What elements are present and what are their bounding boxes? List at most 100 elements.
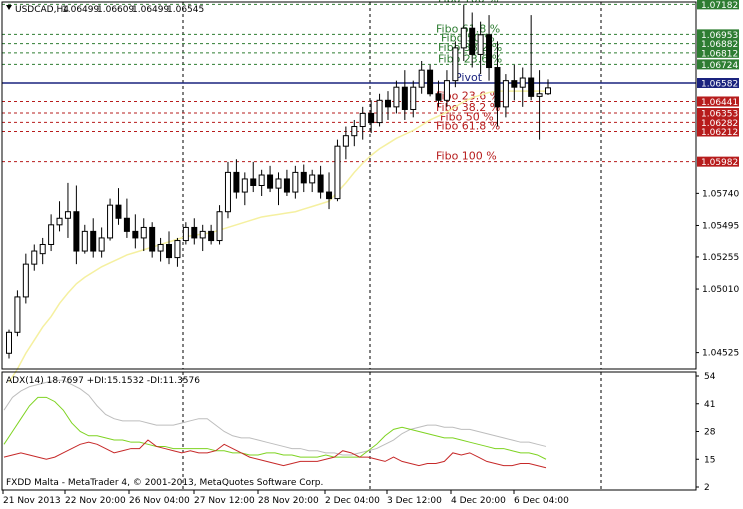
candle-body-15 (132, 230, 139, 239)
adx-axis-label-4: 2 (704, 483, 710, 493)
candle-body-11 (98, 237, 105, 252)
adx-panel-frame (1, 371, 697, 491)
price-tag-1: 1.06953 (701, 31, 738, 41)
candle-body-31 (267, 174, 274, 189)
price-tag-bg-10 (697, 156, 739, 167)
minus-di-line (3, 439, 547, 469)
fibo-label-10: Fibo 100 % (436, 150, 497, 163)
chevron-down-icon[interactable] (6, 5, 12, 10)
candle-body-5 (48, 224, 55, 245)
price-tag-4: 1.06724 (701, 61, 738, 71)
candle-body-22 (191, 226, 198, 239)
price-tag-7: 1.06353 (701, 110, 738, 120)
candle-body-40 (342, 135, 349, 147)
candle-body-0 (6, 331, 12, 354)
plus-di-line (3, 396, 547, 460)
price-axis-label-4: 1.04525 (702, 349, 739, 359)
candle-body-38 (326, 191, 333, 200)
adx-header: ADX(14) 18.7697 +DI:15.1532 -DI:11.3576 (6, 376, 200, 386)
symbol-header: USDCAD,H4 (15, 5, 69, 15)
fibo-label-7: Fibo 38.2 % (436, 101, 500, 114)
candle-body-36 (309, 174, 316, 184)
fibo-label-8: Fibo 50 % (440, 110, 494, 123)
price-tag-3: 1.06812 (701, 49, 738, 59)
candle-body-39 (334, 145, 341, 200)
footer-copyright: FXDD Malta - MetaTrader 4, © 2001-2013, … (6, 478, 323, 488)
fibo-label-1: Fibo 61.8 % (436, 22, 500, 35)
price-tag-bg-1 (697, 29, 739, 40)
candle-body-30 (258, 174, 265, 186)
candle-body-43 (368, 112, 375, 124)
ohlc-close: 1.06545 (167, 5, 204, 15)
adx-line (3, 379, 547, 456)
candle-body-55 (469, 27, 476, 55)
ma-line (8, 90, 548, 383)
candle-body-4 (39, 243, 46, 255)
time-axis-label-7: 4 Dec 20:00 (451, 496, 506, 506)
candle-body-44 (376, 99, 383, 124)
candle-body-52 (443, 80, 450, 101)
candle-body-24 (208, 230, 215, 242)
candle-body-33 (283, 178, 290, 193)
candle-body-49 (418, 69, 425, 88)
candle-body-8 (73, 211, 80, 252)
adx-axis-label-0: 54 (704, 372, 716, 382)
price-axis-label-1: 1.05495 (702, 221, 739, 231)
candle-body-47 (401, 86, 408, 110)
price-tag-bg-6 (697, 96, 739, 107)
candle-body-54 (460, 27, 467, 49)
candle-body-25 (216, 211, 223, 242)
candle-body-63 (536, 93, 543, 97)
price-tag-2: 1.06882 (701, 40, 738, 50)
candle-body-62 (528, 77, 535, 97)
candle-body-18 (157, 243, 164, 252)
candle-body-37 (317, 174, 324, 193)
candles (6, 4, 551, 359)
candle-body-1 (14, 296, 21, 333)
time-axis-label-4: 28 Nov 20:00 (258, 496, 319, 506)
candle-body-17 (149, 226, 156, 252)
candle-body-21 (182, 226, 189, 242)
price-tag-bg-7 (697, 108, 739, 119)
candle-body-58 (494, 67, 501, 108)
price-axis-label-2: 1.05255 (702, 253, 739, 263)
time-axis-label-8: 6 Dec 04:00 (514, 496, 569, 506)
time-axis-label-6: 3 Dec 12:00 (387, 496, 442, 506)
adx-axis-label-2: 28 (704, 428, 716, 438)
candle-body-3 (31, 250, 38, 265)
candle-body-46 (393, 86, 400, 108)
candle-body-45 (384, 99, 391, 108)
candle-body-35 (300, 171, 307, 184)
candle-body-48 (410, 86, 417, 110)
time-axis-label-0: 21 Nov 2013 (3, 496, 61, 506)
candle-body-20 (174, 240, 181, 259)
candle-body-53 (452, 47, 459, 82)
time-axis-label-1: 22 Nov 20:00 (65, 496, 126, 506)
time-axis-label-3: 27 Nov 12:00 (194, 496, 255, 506)
candle-body-61 (519, 77, 526, 88)
fibo-label-5: Pivot (455, 71, 483, 84)
candle-body-26 (224, 171, 231, 213)
candle-body-27 (233, 171, 240, 193)
price-tag-bg-3 (697, 47, 739, 58)
candle-body-64 (545, 87, 551, 95)
candle-body-16 (140, 226, 147, 239)
candle-body-57 (486, 34, 493, 69)
price-tag-bg-9 (697, 126, 739, 137)
candle-body-59 (502, 80, 509, 108)
candle-body-7 (64, 211, 71, 219)
price-tag-bg-2 (697, 38, 739, 49)
candle-body-10 (90, 230, 97, 252)
candle-body-32 (275, 178, 282, 189)
price-tag-bg-5 (697, 78, 739, 89)
price-tag-6: 1.06441 (701, 98, 738, 108)
grid-lines (182, 2, 602, 490)
candle-body-9 (81, 230, 88, 252)
fibo-label-9: Fibo 61.8 % (436, 119, 500, 132)
price-tag-0: 1.07182 (701, 1, 738, 11)
fibo-label-6: Fibo 23.6 % (436, 89, 500, 102)
price-tag-5: 1.06582 (701, 80, 738, 90)
candle-body-19 (166, 243, 173, 259)
